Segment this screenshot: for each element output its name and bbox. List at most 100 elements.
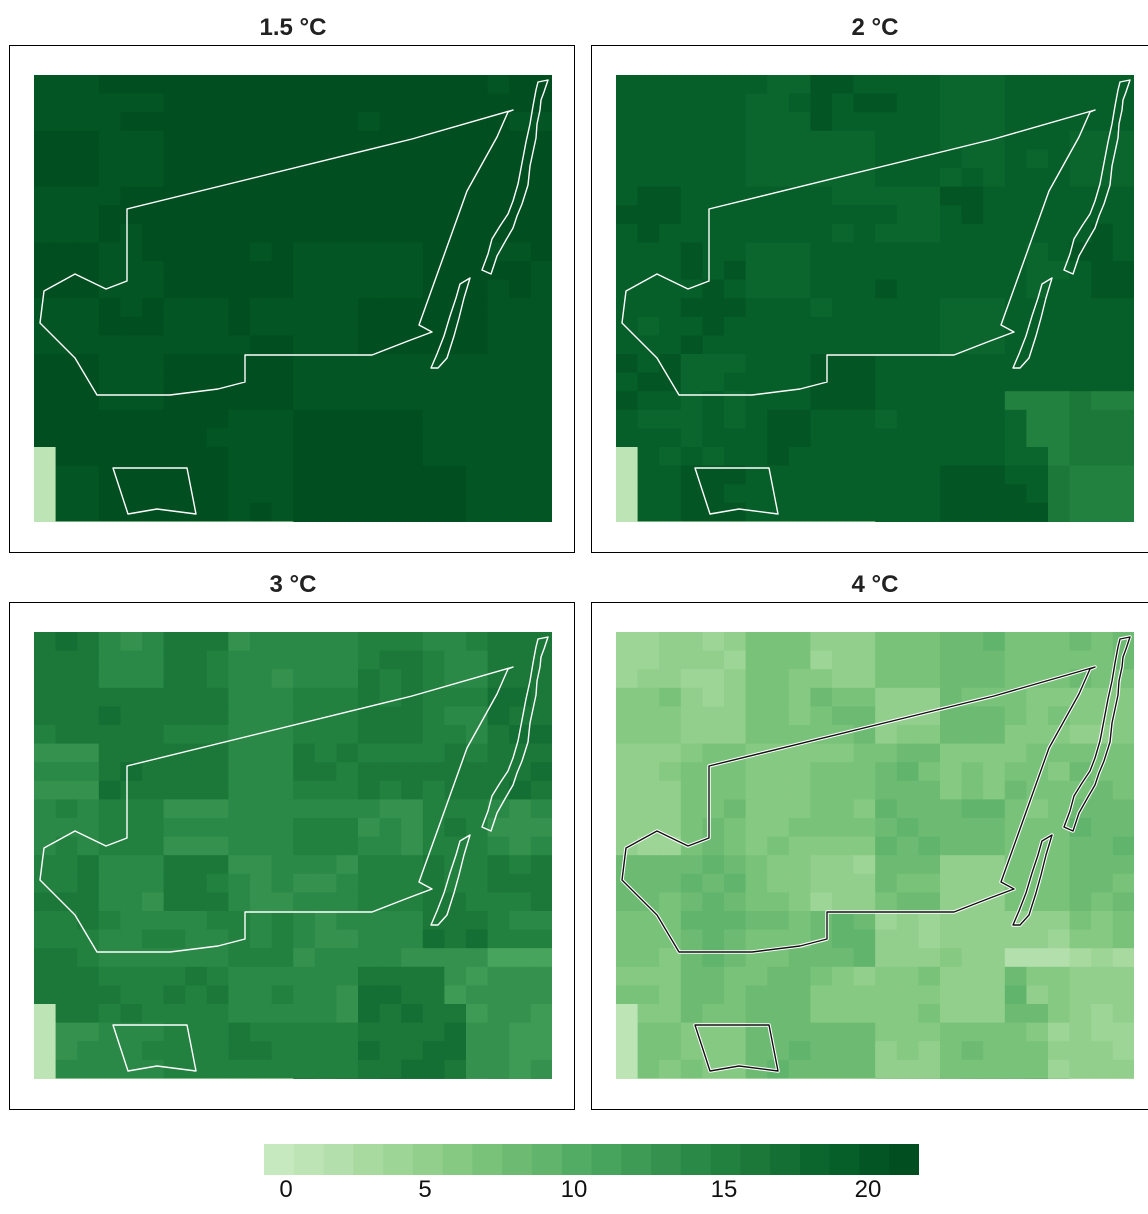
raster-cell <box>509 1004 532 1024</box>
raster-cell <box>422 130 445 150</box>
raster-cell <box>487 929 510 949</box>
raster-cell <box>810 372 833 392</box>
raster-cell <box>444 502 467 522</box>
raster-cell <box>509 669 532 689</box>
raster-cell <box>1112 93 1134 113</box>
raster-cell <box>702 75 725 95</box>
raster-cell <box>422 205 445 225</box>
raster-cell <box>853 687 876 707</box>
raster-cell <box>724 911 747 931</box>
raster-cell <box>120 298 143 318</box>
raster-cell <box>680 873 703 893</box>
raster-cell <box>875 1004 898 1024</box>
raster-cell <box>487 391 510 411</box>
raster-cell <box>293 279 316 299</box>
raster-cell <box>680 391 703 411</box>
raster-cell <box>961 966 984 986</box>
raster-cell <box>767 1078 790 1079</box>
raster-cell <box>401 261 424 281</box>
raster-cell <box>206 168 229 188</box>
raster-cell <box>34 799 57 819</box>
raster-cell <box>293 372 316 392</box>
raster-cell <box>875 521 898 522</box>
raster-cell <box>379 818 402 838</box>
raster-cell <box>896 521 919 522</box>
raster-cell <box>853 502 876 522</box>
raster-cell <box>940 818 963 838</box>
raster-cell <box>530 428 552 448</box>
raster-cell <box>487 911 510 931</box>
raster-cell <box>358 75 381 95</box>
raster-cell <box>34 1059 57 1079</box>
raster-cell <box>896 1022 919 1042</box>
raster-cell <box>142 855 165 875</box>
raster-cell <box>1069 1059 1092 1079</box>
raster-cell <box>530 1022 552 1042</box>
raster-cell <box>142 168 165 188</box>
raster-cell <box>185 75 208 95</box>
raster-cell <box>788 632 811 652</box>
raster-cell <box>680 521 703 522</box>
raster-cell <box>702 298 725 318</box>
raster-cell <box>788 316 811 336</box>
raster-cell <box>918 316 941 336</box>
island-boundary <box>1063 636 1131 832</box>
raster-cell <box>314 632 337 652</box>
raster-cell <box>401 818 424 838</box>
raster-cell <box>271 335 294 355</box>
raster-cell <box>142 409 165 429</box>
raster-cell <box>896 186 919 206</box>
raster-cell <box>163 465 186 485</box>
raster-cell <box>832 223 855 243</box>
raster-cell <box>530 205 552 225</box>
raster-cell <box>918 186 941 206</box>
raster-cell <box>918 650 941 670</box>
raster-cell <box>875 725 898 745</box>
raster-cell <box>228 873 251 893</box>
raster-cell <box>444 1059 467 1079</box>
raster-cell <box>896 1041 919 1061</box>
raster-cell <box>250 409 273 429</box>
raster-cell <box>680 242 703 262</box>
raster-cell <box>1004 521 1027 522</box>
raster-cell <box>1112 799 1134 819</box>
raster-cell <box>487 1078 510 1079</box>
raster-cell <box>1112 298 1134 318</box>
raster-cell <box>55 873 78 893</box>
raster-cell <box>702 818 725 838</box>
raster-cell <box>250 186 273 206</box>
colorbar-tick-label: 0 <box>279 1176 293 1203</box>
raster-cell <box>788 762 811 782</box>
raster-cell <box>530 1078 552 1079</box>
raster-cell <box>896 818 919 838</box>
raster-cell <box>616 130 639 150</box>
raster-cell <box>875 836 898 856</box>
raster-cell <box>206 632 229 652</box>
raster-cell <box>918 929 941 949</box>
raster-cell <box>228 911 251 931</box>
raster-cell <box>422 335 445 355</box>
raster-cell <box>680 223 703 243</box>
raster-cell <box>702 1078 725 1079</box>
raster-cell <box>228 836 251 856</box>
raster-cell <box>810 428 833 448</box>
raster-cell <box>98 130 121 150</box>
raster-cell <box>530 1004 552 1024</box>
raster-cell <box>314 465 337 485</box>
raster-cell <box>34 948 57 968</box>
raster-cell <box>745 279 768 299</box>
raster-cell <box>379 186 402 206</box>
raster-cell <box>767 465 790 485</box>
raster-cell <box>250 632 273 652</box>
raster-cell <box>379 725 402 745</box>
raster-cell <box>142 75 165 95</box>
raster-cell <box>832 799 855 819</box>
raster-cell <box>637 929 660 949</box>
raster-cell <box>98 1059 121 1079</box>
raster-cell <box>853 75 876 95</box>
raster-cell <box>34 242 57 262</box>
raster-cell <box>616 93 639 113</box>
panel-title-4c: 4 °C <box>851 571 899 598</box>
raster-cell <box>98 335 121 355</box>
raster-cell <box>422 725 445 745</box>
